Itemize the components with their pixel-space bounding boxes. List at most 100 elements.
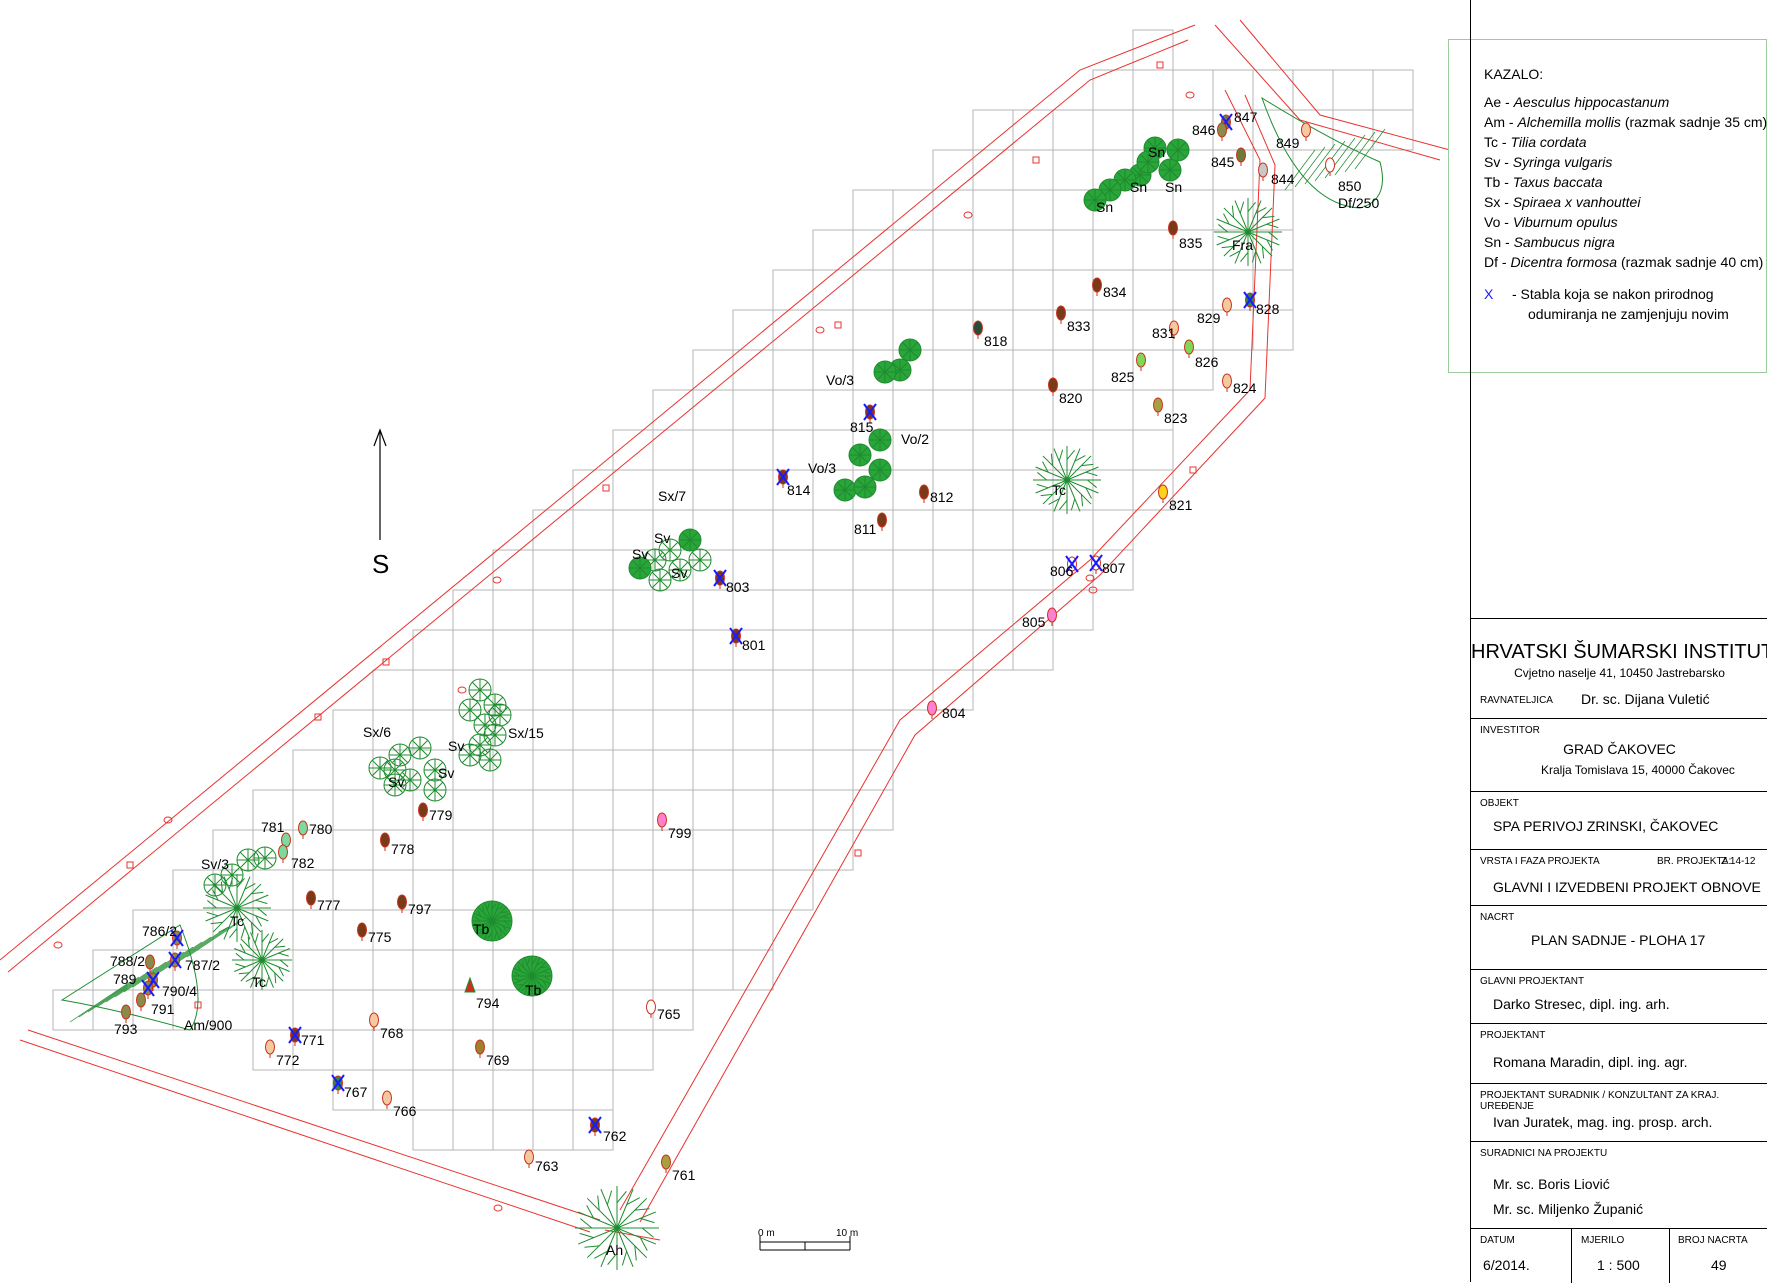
area-label: Sv [671, 565, 687, 581]
shrub-icon [898, 338, 922, 362]
tree-number: 847 [1234, 109, 1258, 125]
area-label: Tc [230, 913, 244, 929]
legend-code: Sv [1484, 154, 1501, 170]
tree-number: 778 [391, 841, 415, 857]
tree-number: 803 [726, 579, 750, 595]
legend-species: Tilia cordata [1510, 134, 1587, 150]
shrub-icon [408, 736, 432, 760]
tree-number: 768 [380, 1025, 404, 1041]
shrub-icon [1166, 138, 1190, 162]
tree-marker: 834 [1092, 277, 1127, 300]
tree-marker: 766 [382, 1090, 417, 1119]
tree-number: 814 [787, 482, 811, 498]
tree-number: 831 [1152, 325, 1176, 341]
date-label: DATUM [1480, 1235, 1515, 1246]
legend-item: Df - Dicentra formosa (razmak sadnje 40 … [1484, 254, 1764, 270]
area-label: Vo/2 [901, 431, 929, 447]
shrub-icon [483, 723, 507, 747]
project-type: GLAVNI I IZVEDBENI PROJEKT OBNOVE [1493, 879, 1761, 895]
tree-canopy-icon [511, 955, 553, 997]
legend-code: Ae [1484, 94, 1502, 110]
chief-section: GLAVNI PROJEKTANT Darko Stresec, dipl. i… [1471, 969, 1767, 1023]
tree-number: 807 [1102, 560, 1126, 576]
area-label: Df/250 [1338, 195, 1379, 211]
legend-species: Taxus baccata [1512, 174, 1603, 190]
tree-marker: 801 [729, 627, 766, 653]
title-block: HRVATSKI ŠUMARSKI INSTITUT Cvjetno nasel… [1470, 0, 1767, 1283]
tree-number: 765 [657, 1006, 681, 1022]
tree-number: 799 [668, 825, 692, 841]
shrub-icon [253, 846, 277, 870]
area-label: Sv [448, 738, 464, 754]
tree-number: 829 [1197, 310, 1221, 326]
sheet-label: BROJ NACRTA [1678, 1235, 1748, 1246]
tree-marker: 831 [1152, 320, 1179, 341]
tree-marker: 829 [1197, 297, 1232, 326]
investor-label: INVESTITOR [1480, 725, 1540, 736]
x-mark-icon: X [1484, 286, 1494, 302]
tree-marker: 803 [713, 569, 750, 595]
path-details [53, 61, 1197, 1212]
scale-end: 10 m [836, 1228, 858, 1239]
tree-number: 849 [1276, 135, 1300, 151]
designer-section: PROJEKTANT Romana Maradin, dipl. ing. ag… [1471, 1023, 1767, 1083]
collaborator-1: Mr. sc. Boris Liović [1493, 1176, 1610, 1192]
tree-marker: 768 [369, 1012, 404, 1041]
shrub-icon [873, 360, 897, 384]
shrub-icon [458, 698, 482, 722]
shrub-icon [1136, 150, 1160, 174]
north-label: S [372, 549, 389, 579]
shrub-icon [678, 528, 702, 552]
tree-number: 812 [930, 489, 954, 505]
tree-number: 762 [603, 1128, 627, 1144]
area-labels: Sn Sn Sn Sn Fra Df/250 Vo/3 Vo/2 Vo/3 Tc Sx/7 Sv Sv S… [184, 144, 1379, 1258]
legend-species: Aesculus hippocastanum [1513, 94, 1670, 110]
shrub-symbols [203, 136, 1190, 897]
shrub-icon [468, 678, 492, 702]
tree-marker: 771 [288, 1026, 325, 1048]
legend-item: Vo - Viburnum opulus [1484, 214, 1618, 230]
designer-label: PROJEKTANT [1480, 1030, 1546, 1041]
tree-number: 794 [476, 995, 500, 1011]
project-no: Z 14-12 [1721, 856, 1756, 867]
tree-marker: 781 [261, 819, 291, 851]
tree-marker: 769 [475, 1039, 510, 1068]
tree-marker: 818 [973, 320, 1008, 349]
area-label: Sn [1148, 144, 1165, 160]
area-label: Sn [1130, 179, 1147, 195]
legend-item: Am - Alchemilla mollis (razmak sadnje 35… [1484, 114, 1767, 130]
dicentra-bed [1261, 96, 1383, 209]
legend: KAZALO: Ae - Aesculus hippocastanum Am -… [1448, 39, 1767, 373]
tree-number: 771 [301, 1032, 325, 1048]
tree-marker: 805 [1022, 607, 1057, 630]
shrub-icon [458, 743, 482, 767]
tree-number: 780 [309, 821, 333, 837]
tree-number: 825 [1111, 369, 1135, 385]
area-label: Sv [632, 546, 648, 562]
tree-number: 763 [535, 1158, 559, 1174]
tree-number: 811 [854, 521, 877, 537]
chief-name: Darko Stresec, dipl. ing. arh. [1493, 996, 1670, 1012]
tree-marker: 845 [1211, 147, 1246, 170]
tree-canopy-icon [232, 930, 292, 990]
shrub-icon [833, 478, 857, 502]
tree-marker: 787/2 [168, 951, 220, 973]
tree-marker: 846 [1192, 122, 1227, 141]
tree-number: 761 [672, 1167, 696, 1183]
tree-canopy-icon [575, 1186, 659, 1270]
tree-marker: 849 [1276, 122, 1311, 151]
area-label: Sn [1165, 179, 1182, 195]
shrub-icon [628, 556, 652, 580]
tree-marker: 820 [1048, 377, 1083, 406]
shrub-icon [423, 778, 447, 802]
tree-number: 790/4 [162, 983, 197, 999]
area-label: Am/900 [184, 1017, 232, 1033]
legend-title: KAZALO: [1484, 66, 1544, 82]
tree-number: 769 [486, 1052, 510, 1068]
legend-item: Sn - Sambucus nigra [1484, 234, 1615, 250]
legend-species: Spiraea x vanhouttei [1512, 194, 1641, 210]
tree-marker: 778 [380, 832, 415, 857]
tree-number: 806 [1050, 563, 1074, 579]
collaborators-label: SURADNICI NA PROJEKTU [1480, 1148, 1608, 1159]
director-name: Dr. sc. Dijana Vuletić [1581, 691, 1710, 707]
